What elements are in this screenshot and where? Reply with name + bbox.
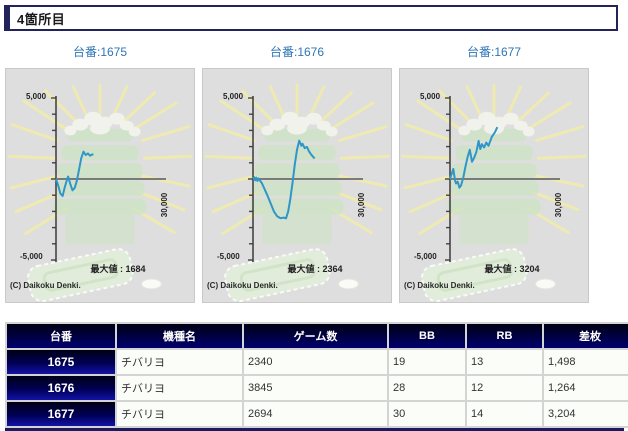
cell-sa: 3,204 — [542, 400, 628, 428]
col-header-dai: 台番 — [5, 322, 117, 350]
cell-games: 2694 — [242, 400, 389, 428]
cell-rb: 13 — [465, 348, 544, 376]
chart-column-1677: 台番:1677 5,000 -5,000 30,000 最大値 : 3204 (… — [399, 44, 589, 303]
chart-title: 台番:1676 — [269, 45, 325, 59]
copyright-label: (C) Daikoku Denki. — [207, 281, 278, 290]
slump-graph — [6, 69, 194, 302]
x-axis-end-label: 30,000 — [357, 192, 367, 218]
section-header: 4箇所目 — [4, 5, 618, 31]
y-axis-max-label: 5,000 — [26, 92, 47, 101]
slump-graph-panel: 5,000 -5,000 30,000 最大値 : 2364 (C) Daiko… — [202, 68, 392, 303]
copyright-label: (C) Daikoku Denki. — [404, 281, 475, 290]
results-table: 台番 機種名 ゲーム数 BB RB 差枚 1675 チバリヨ 2340 19 1… — [5, 322, 628, 428]
page: { "page_title": "4箇所目", "charts": [ {"ti… — [4, 5, 628, 431]
cell-bb: 30 — [387, 400, 467, 428]
col-header-bb: BB — [387, 322, 467, 350]
x-axis-end-label: 30,000 — [160, 192, 170, 218]
max-value-label: 最大値 : 2364 — [287, 264, 343, 274]
payout-line — [252, 139, 316, 220]
cell-model: チバリヨ — [115, 400, 244, 428]
cell-rb: 14 — [465, 400, 544, 428]
y-axis-max-label: 5,000 — [420, 92, 441, 101]
cell-dai: 1675 — [5, 348, 117, 376]
slump-graph — [203, 69, 391, 302]
cell-bb: 28 — [387, 374, 467, 402]
cell-dai: 1676 — [5, 374, 117, 402]
slump-graph-panel: 5,000 -5,000 30,000 最大値 : 3204 (C) Daiko… — [399, 68, 589, 303]
copyright-label: (C) Daikoku Denki. — [10, 281, 81, 290]
cell-sa: 1,498 — [542, 348, 628, 376]
chart-title: 台番:1677 — [466, 45, 522, 59]
cell-dai: 1677 — [5, 400, 117, 428]
col-header-model: 機種名 — [115, 322, 244, 350]
table-row: 1675 チバリヨ 2340 19 13 1,498 — [5, 348, 628, 376]
cell-model: チバリヨ — [115, 374, 244, 402]
max-value-label: 最大値 : 3204 — [484, 264, 540, 274]
cell-rb: 12 — [465, 374, 544, 402]
cell-model: チバリヨ — [115, 348, 244, 376]
slump-graph-panel: 5,000 -5,000 30,000 最大値 : 1684 (C) Daiko… — [5, 68, 195, 303]
x-axis-end-label: 30,000 — [554, 192, 564, 218]
results-table-wrap: 台番 機種名 ゲーム数 BB RB 差枚 1675 チバリヨ 2340 19 1… — [5, 322, 628, 431]
table-header-row: 台番 機種名 ゲーム数 BB RB 差枚 — [5, 322, 628, 350]
y-axis-min-label: -5,000 — [217, 252, 240, 261]
table-row: 1677 チバリヨ 2694 30 14 3,204 — [5, 400, 628, 428]
slump-graph — [400, 69, 588, 302]
col-header-rb: RB — [465, 322, 544, 350]
cell-bb: 19 — [387, 348, 467, 376]
chart-title: 台番:1675 — [72, 45, 128, 59]
y-axis-min-label: -5,000 — [414, 252, 437, 261]
cell-games: 3845 — [242, 374, 389, 402]
page-title: 4箇所目 — [17, 11, 66, 27]
table-row: 1676 チバリヨ 3845 28 12 1,264 — [5, 374, 628, 402]
col-header-games: ゲーム数 — [242, 322, 389, 350]
y-axis-max-label: 5,000 — [223, 92, 244, 101]
payout-line — [55, 150, 94, 197]
charts-row: 台番:1675 5,000 -5,000 30,000 最大値 : 1684 (… — [5, 44, 596, 303]
y-axis-min-label: -5,000 — [20, 252, 43, 261]
max-value-label: 最大値 : 1684 — [90, 264, 146, 274]
col-header-sa: 差枚 — [542, 322, 628, 350]
payout-line — [449, 126, 499, 189]
chart-column-1675: 台番:1675 5,000 -5,000 30,000 最大値 : 1684 (… — [5, 44, 195, 303]
cell-games: 2340 — [242, 348, 389, 376]
cell-sa: 1,264 — [542, 374, 628, 402]
chart-column-1676: 台番:1676 5,000 -5,000 30,000 最大値 : 2364 (… — [202, 44, 392, 303]
